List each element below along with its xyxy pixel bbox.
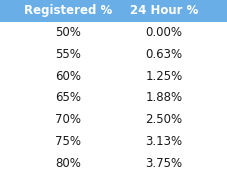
Text: Registered %: Registered %	[24, 4, 112, 17]
Text: 70%: 70%	[55, 113, 81, 126]
Text: 1.25%: 1.25%	[145, 70, 182, 83]
Text: 2.50%: 2.50%	[145, 113, 182, 126]
Text: 60%: 60%	[55, 70, 81, 83]
Text: 0.00%: 0.00%	[145, 26, 182, 39]
Text: 0.63%: 0.63%	[145, 48, 182, 61]
Text: 65%: 65%	[55, 91, 81, 104]
Text: 55%: 55%	[55, 48, 81, 61]
Text: 3.13%: 3.13%	[145, 135, 182, 148]
Text: 80%: 80%	[55, 157, 81, 170]
Text: 75%: 75%	[55, 135, 81, 148]
Bar	[0, 0, 227, 22]
Text: 1.88%: 1.88%	[145, 91, 182, 104]
Text: 50%: 50%	[55, 26, 81, 39]
Text: 3.75%: 3.75%	[145, 157, 182, 170]
Text: 24 Hour %: 24 Hour %	[129, 4, 197, 17]
